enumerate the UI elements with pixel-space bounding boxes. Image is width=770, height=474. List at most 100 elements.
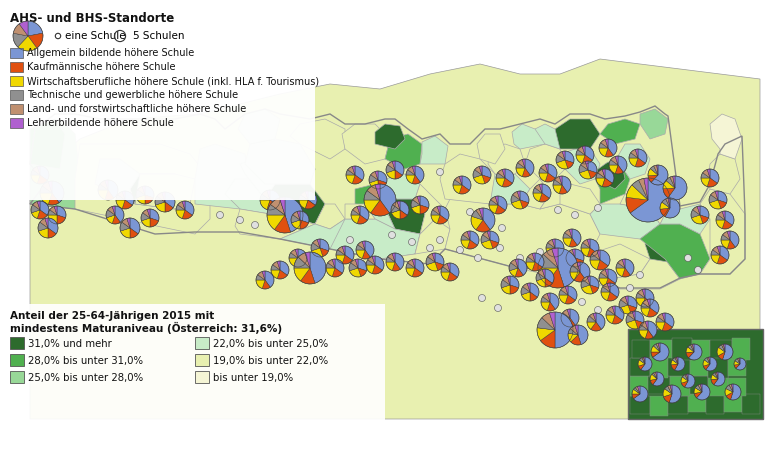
- Wedge shape: [406, 268, 415, 276]
- Wedge shape: [537, 278, 545, 287]
- Polygon shape: [280, 219, 345, 249]
- Wedge shape: [431, 215, 440, 224]
- Wedge shape: [609, 160, 618, 165]
- Wedge shape: [510, 276, 519, 288]
- Wedge shape: [660, 202, 670, 209]
- Wedge shape: [426, 257, 435, 265]
- Text: mindestens Maturaniveau (Österreich: 31,6%): mindestens Maturaniveau (Österreich: 31,…: [10, 322, 282, 334]
- Bar: [10, 354, 24, 366]
- Circle shape: [685, 255, 691, 262]
- Wedge shape: [722, 220, 732, 229]
- Wedge shape: [671, 360, 678, 365]
- Wedge shape: [291, 215, 300, 223]
- Wedge shape: [599, 273, 608, 278]
- Wedge shape: [572, 249, 575, 258]
- Wedge shape: [544, 249, 558, 268]
- Wedge shape: [550, 293, 559, 309]
- Wedge shape: [320, 239, 329, 251]
- Wedge shape: [628, 311, 635, 320]
- Wedge shape: [638, 178, 648, 200]
- Wedge shape: [348, 166, 355, 175]
- Wedge shape: [711, 379, 718, 385]
- Wedge shape: [701, 178, 710, 187]
- Circle shape: [457, 246, 464, 254]
- Wedge shape: [588, 248, 598, 257]
- Wedge shape: [450, 263, 459, 277]
- Wedge shape: [634, 388, 640, 394]
- Wedge shape: [651, 166, 658, 175]
- Wedge shape: [267, 200, 278, 210]
- Wedge shape: [727, 231, 730, 240]
- Wedge shape: [717, 246, 720, 255]
- Wedge shape: [116, 200, 125, 209]
- Bar: [690, 376, 708, 394]
- Wedge shape: [628, 305, 637, 314]
- Wedge shape: [559, 290, 568, 295]
- Wedge shape: [411, 200, 420, 208]
- Bar: [10, 337, 24, 349]
- Wedge shape: [565, 295, 575, 304]
- Wedge shape: [40, 201, 49, 215]
- Wedge shape: [587, 322, 596, 329]
- Circle shape: [481, 217, 488, 224]
- Wedge shape: [18, 36, 37, 51]
- Bar: [10, 48, 23, 58]
- Wedge shape: [653, 372, 664, 386]
- Wedge shape: [351, 210, 360, 215]
- Wedge shape: [541, 164, 548, 173]
- Polygon shape: [385, 174, 420, 199]
- Bar: [195, 354, 209, 366]
- Polygon shape: [385, 134, 422, 169]
- Wedge shape: [165, 202, 173, 212]
- Wedge shape: [708, 357, 710, 364]
- Wedge shape: [332, 268, 343, 277]
- Wedge shape: [534, 184, 542, 193]
- Wedge shape: [717, 347, 725, 356]
- Wedge shape: [386, 257, 395, 262]
- Wedge shape: [580, 262, 590, 280]
- Wedge shape: [118, 191, 125, 200]
- Wedge shape: [305, 200, 315, 209]
- Wedge shape: [581, 248, 590, 256]
- Wedge shape: [656, 322, 665, 330]
- Wedge shape: [370, 172, 378, 180]
- Wedge shape: [648, 308, 658, 317]
- Polygon shape: [420, 136, 448, 164]
- Wedge shape: [182, 201, 185, 210]
- Wedge shape: [596, 178, 605, 187]
- Polygon shape: [330, 219, 420, 259]
- Wedge shape: [372, 256, 375, 265]
- Text: Land- und forstwirtschaftliche höhere Schule: Land- und forstwirtschaftliche höhere Sc…: [27, 104, 246, 114]
- Wedge shape: [648, 175, 658, 182]
- Wedge shape: [299, 195, 308, 200]
- Wedge shape: [542, 184, 551, 198]
- Polygon shape: [30, 59, 760, 419]
- Wedge shape: [285, 197, 303, 232]
- Wedge shape: [362, 250, 370, 259]
- Wedge shape: [260, 194, 270, 200]
- Wedge shape: [654, 372, 657, 379]
- Wedge shape: [32, 201, 40, 210]
- Wedge shape: [658, 343, 660, 352]
- Wedge shape: [611, 156, 618, 165]
- Wedge shape: [559, 295, 568, 303]
- Wedge shape: [108, 207, 115, 215]
- Wedge shape: [668, 176, 687, 200]
- Wedge shape: [711, 191, 718, 200]
- Wedge shape: [537, 328, 555, 341]
- Wedge shape: [709, 200, 721, 209]
- Wedge shape: [412, 268, 422, 277]
- Bar: [630, 376, 648, 396]
- Wedge shape: [40, 186, 52, 193]
- Wedge shape: [636, 298, 645, 307]
- Bar: [706, 394, 724, 414]
- Wedge shape: [375, 256, 384, 270]
- Wedge shape: [600, 250, 610, 266]
- Wedge shape: [726, 385, 733, 392]
- Circle shape: [252, 221, 259, 228]
- Text: eine Schule: eine Schule: [65, 31, 126, 41]
- Wedge shape: [521, 287, 530, 295]
- Wedge shape: [470, 231, 479, 245]
- Circle shape: [594, 204, 601, 211]
- Wedge shape: [98, 184, 108, 190]
